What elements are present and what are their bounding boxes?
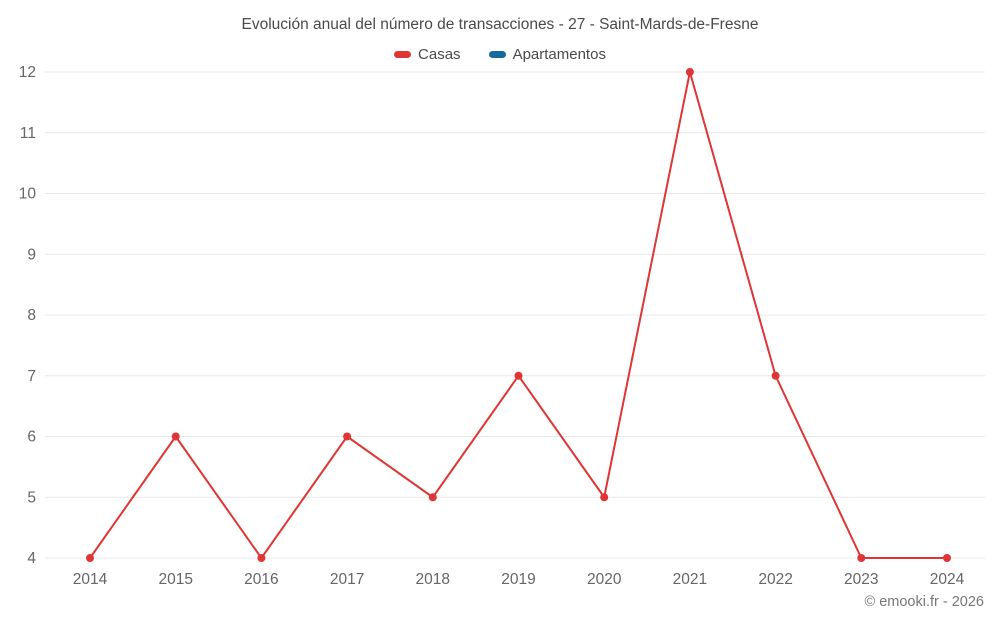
y-axis-tick-label: 6	[27, 429, 36, 446]
y-axis-tick-label: 12	[19, 64, 36, 81]
x-axis-tick-label: 2017	[330, 571, 364, 588]
casas-series-marker-icon	[394, 51, 412, 58]
chart-title: Evolución anual del número de transaccio…	[241, 16, 759, 33]
casas-data-point[interactable]	[857, 554, 866, 562]
casas-data-point[interactable]	[343, 432, 352, 441]
legend-item-apartamentos[interactable]: Apartamentos	[488, 46, 606, 63]
casas-data-point[interactable]	[771, 371, 780, 380]
casas-data-point[interactable]	[514, 371, 523, 380]
x-axis-tick-label: 2015	[158, 571, 192, 588]
apartamentos-legend-label: Apartamentos	[512, 46, 606, 63]
y-axis-tick-label: 8	[27, 307, 36, 324]
x-axis-tick-label: 2021	[673, 571, 707, 588]
x-axis-tick-label: 2019	[501, 571, 535, 588]
x-axis-tick-label: 2023	[844, 571, 878, 588]
x-axis-tick-label: 2022	[758, 571, 792, 588]
casas-data-point[interactable]	[428, 493, 437, 502]
x-axis-tick-label: 2014	[73, 571, 108, 588]
casas-data-point[interactable]	[257, 554, 266, 562]
y-axis-tick-label: 7	[27, 368, 36, 385]
chart-legend: Casas Apartamentos	[0, 46, 1000, 63]
y-axis-tick-label: 9	[27, 246, 36, 263]
casas-data-point[interactable]	[943, 554, 951, 562]
casas-data-point[interactable]	[685, 68, 694, 76]
apartamentos-series-marker-icon	[488, 51, 506, 58]
x-axis-tick-label: 2020	[587, 571, 622, 588]
legend-item-casas[interactable]: Casas	[394, 46, 461, 63]
x-axis-tick-label: 2018	[416, 571, 450, 588]
y-axis-tick-label: 5	[27, 489, 36, 506]
y-axis-tick-label: 4	[27, 550, 36, 567]
copyright-notice: © emooki.fr - 2026	[864, 594, 984, 610]
casas-data-point[interactable]	[171, 432, 180, 441]
y-axis-tick-label: 10	[19, 186, 37, 203]
casas-data-point[interactable]	[86, 554, 94, 562]
y-axis-tick-label: 11	[20, 125, 36, 142]
x-axis-tick-label: 2024	[930, 571, 965, 588]
casas-legend-label: Casas	[418, 46, 461, 63]
x-axis-tick-label: 2016	[244, 571, 278, 588]
casas-data-point[interactable]	[600, 493, 609, 502]
